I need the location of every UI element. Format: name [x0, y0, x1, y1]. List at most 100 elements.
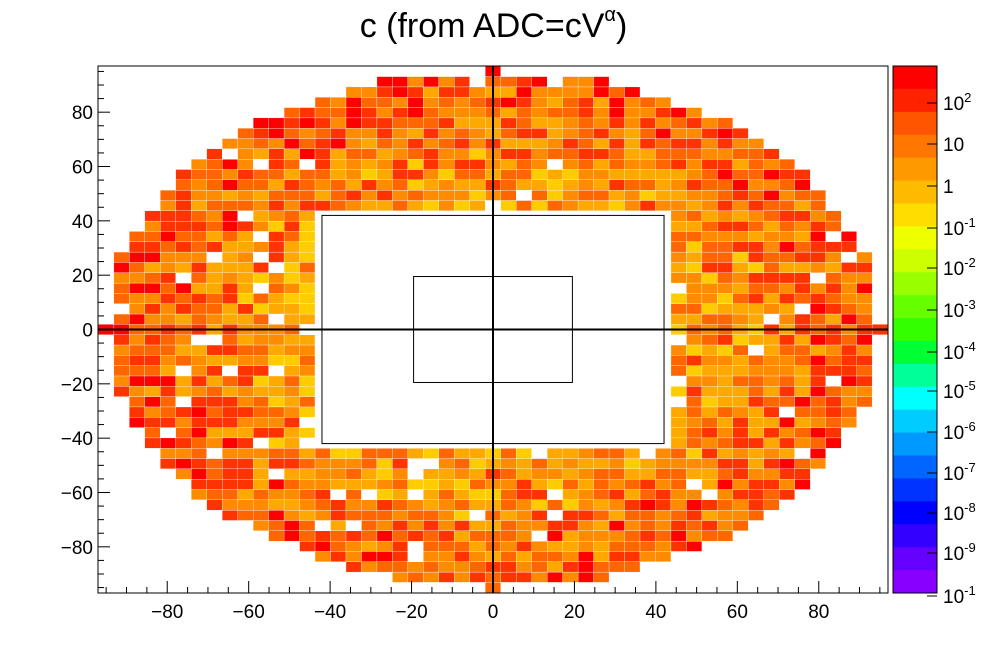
- heatmap-cell: [701, 489, 718, 500]
- heatmap-cell: [516, 189, 532, 201]
- heatmap-cell: [841, 303, 857, 315]
- heatmap-cell: [268, 417, 285, 428]
- heatmap-cell: [206, 231, 223, 242]
- heatmap-cell: [454, 138, 470, 150]
- heatmap-cell: [686, 427, 703, 439]
- heatmap-cell: [237, 313, 254, 325]
- heatmap-cell: [206, 406, 223, 418]
- heatmap-cell: [454, 499, 470, 511]
- heatmap-cell: [531, 479, 548, 490]
- heatmap-cell: [454, 97, 470, 108]
- heatmap-cell: [655, 293, 672, 304]
- heatmap-cell: [175, 386, 192, 397]
- heatmap-cell: [144, 293, 161, 304]
- heatmap-cell: [299, 251, 316, 263]
- heatmap-cell: [531, 571, 548, 583]
- heatmap-cell: [701, 448, 718, 459]
- heatmap-cell: [237, 427, 254, 439]
- heatmap-cell: [516, 396, 532, 408]
- heatmap-cell: [763, 386, 780, 397]
- heatmap-cell: [686, 128, 703, 139]
- heatmap-cell: [438, 117, 455, 129]
- heatmap-cell: [469, 448, 486, 459]
- heatmap-cell: [748, 386, 764, 397]
- heatmap-cell: [593, 530, 610, 542]
- heatmap-cell: [516, 179, 532, 191]
- heatmap-cell: [423, 561, 439, 573]
- heatmap-cell: [841, 282, 857, 294]
- heatmap-cell: [655, 520, 672, 531]
- heatmap-cell: [160, 406, 176, 418]
- heatmap-cell: [222, 479, 238, 490]
- heatmap-cell: [268, 448, 285, 459]
- heatmap-cell: [345, 107, 362, 119]
- heatmap-cell: [655, 189, 672, 201]
- heatmap-cell: [593, 365, 610, 377]
- heatmap-cell: [252, 220, 269, 232]
- heatmap-cell: [376, 406, 393, 418]
- heatmap-cell: [810, 220, 826, 232]
- heatmap-cell: [469, 220, 486, 232]
- heatmap-cell: [624, 551, 641, 562]
- heatmap-cell: [810, 386, 826, 397]
- heatmap-cell: [825, 375, 842, 387]
- colorbar-swatch: [893, 88, 937, 113]
- heatmap-cell: [763, 355, 780, 366]
- heatmap-cell: [593, 220, 610, 232]
- heatmap-cell: [206, 479, 223, 490]
- heatmap-cell: [252, 448, 269, 459]
- heatmap-cell: [732, 355, 749, 366]
- heatmap-cell: [779, 417, 795, 428]
- heatmap-cell: [825, 344, 842, 356]
- heatmap-cell: [438, 86, 455, 98]
- heatmap-cell: [376, 396, 393, 408]
- heatmap-cell: [670, 355, 687, 366]
- heatmap-cell: [779, 241, 795, 253]
- heatmap-cell: [779, 159, 795, 170]
- heatmap-cell: [376, 241, 393, 253]
- heatmap-cell: [283, 509, 300, 521]
- heatmap-cell: [608, 479, 625, 490]
- heatmap-cell: [283, 159, 300, 170]
- heatmap-cell: [531, 117, 548, 129]
- heatmap-cell: [593, 344, 610, 356]
- heatmap-cell: [361, 220, 378, 232]
- heatmap-cell: [500, 571, 517, 583]
- heatmap-cell: [608, 551, 625, 562]
- heatmap-cell: [144, 262, 161, 273]
- heatmap-cell: [392, 86, 409, 98]
- heatmap-cell: [206, 365, 223, 377]
- heatmap-cell: [222, 509, 238, 521]
- heatmap-cell: [655, 489, 672, 500]
- heatmap-cell: [670, 530, 687, 542]
- heatmap-cell: [516, 169, 532, 180]
- heatmap-cell: [268, 272, 285, 284]
- heatmap-cell: [314, 169, 331, 180]
- heatmap-cell: [624, 262, 641, 273]
- heatmap-cell: [314, 282, 331, 294]
- heatmap-cell: [639, 117, 656, 129]
- heatmap-cell: [810, 406, 826, 418]
- heatmap-cell: [593, 334, 610, 346]
- heatmap-cell: [113, 272, 130, 284]
- heatmap-cell: [345, 189, 362, 201]
- heatmap-cell: [222, 282, 238, 294]
- heatmap-cell: [856, 282, 873, 294]
- heatmap-cell: [717, 128, 734, 139]
- heatmap-cell: [268, 468, 285, 480]
- heatmap-cell: [686, 386, 703, 397]
- heatmap-cell: [407, 561, 424, 573]
- heatmap-cell: [237, 293, 254, 304]
- heatmap-cell: [283, 293, 300, 304]
- heatmap-cell: [547, 489, 563, 500]
- heatmap-cell: [454, 386, 470, 397]
- heatmap-cell: [345, 551, 362, 562]
- heatmap-cell: [516, 406, 532, 418]
- heatmap-cell: [191, 303, 207, 315]
- heatmap-cell: [283, 231, 300, 242]
- heatmap-cell: [531, 448, 548, 459]
- heatmap-cell: [577, 386, 594, 397]
- heatmap-cell: [608, 148, 625, 160]
- heatmap-cell: [237, 406, 254, 418]
- heatmap-cell: [314, 272, 331, 284]
